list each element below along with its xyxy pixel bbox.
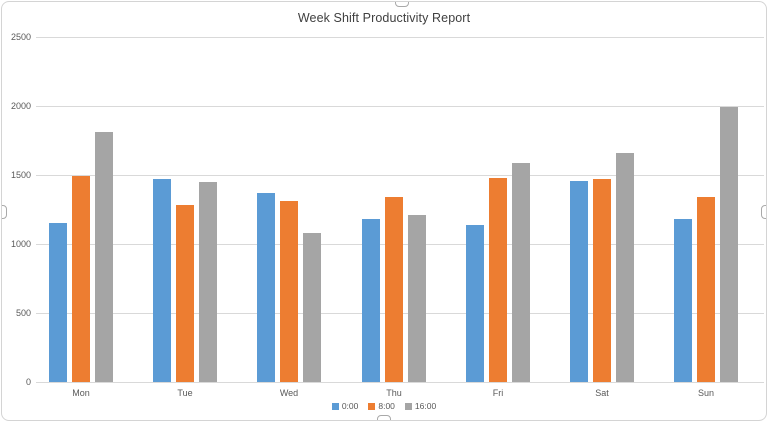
legend-marker-icon (368, 402, 376, 410)
bar-0:00-Sun[interactable] (674, 219, 692, 382)
bar-16:00-Sun[interactable] (720, 107, 738, 382)
bar-16:00-Wed[interactable] (303, 233, 321, 382)
bar-16:00-Sat[interactable] (616, 153, 634, 382)
bar-0:00-Wed[interactable] (257, 193, 275, 382)
legend-item-16:00[interactable]: 16:00 (404, 401, 437, 411)
bar-16:00-Mon[interactable] (95, 132, 113, 382)
legend-label: 16:00 (414, 401, 437, 411)
bar-8:00-Tue[interactable] (176, 205, 194, 382)
legend-marker-icon (404, 402, 412, 410)
y-axis-tick-label: 0 (25, 377, 31, 387)
bar-0:00-Thu[interactable] (362, 219, 380, 382)
bar-16:00-Fri[interactable] (512, 163, 530, 382)
x-axis-category-label: Wed (279, 388, 299, 398)
legend-label: 8:00 (378, 401, 395, 411)
y-axis-tick-label: 2500 (10, 32, 31, 42)
y-axis-tick-label: 500 (15, 308, 31, 318)
chart-title[interactable]: Week Shift Productivity Report (297, 11, 471, 25)
x-axis-category-label: Tue (177, 388, 193, 398)
gridline (36, 106, 764, 107)
bar-8:00-Fri[interactable] (489, 178, 507, 382)
bar-8:00-Mon[interactable] (72, 176, 90, 382)
resize-handle-left[interactable] (2, 205, 7, 219)
bar-0:00-Sat[interactable] (570, 181, 588, 382)
gridline (36, 175, 764, 176)
x-axis-category-label: Mon (72, 388, 90, 398)
bar-8:00-Sun[interactable] (697, 197, 715, 382)
gridline (36, 37, 764, 38)
chart-legend: 0:00 8:00 16:00 (2, 401, 766, 411)
x-axis-category-label: Thu (386, 388, 402, 398)
bar-16:00-Thu[interactable] (408, 215, 426, 382)
resize-handle-top[interactable] (395, 2, 409, 7)
legend-label: 0:00 (341, 401, 359, 411)
bar-0:00-Mon[interactable] (49, 223, 67, 382)
bar-0:00-Fri[interactable] (466, 225, 484, 382)
x-axis-category-label: Sat (595, 388, 609, 398)
x-axis-category-label: Fri (492, 388, 504, 398)
y-axis-tick-label: 1000 (10, 239, 31, 249)
resize-handle-bottom[interactable] (377, 415, 391, 420)
y-axis-tick-label: 2000 (10, 101, 31, 111)
y-axis-tick-label: 1500 (10, 170, 31, 180)
x-axis-line (36, 382, 764, 383)
bar-16:00-Tue[interactable] (199, 182, 217, 382)
bar-8:00-Sat[interactable] (593, 179, 611, 382)
bar-0:00-Tue[interactable] (153, 179, 171, 382)
bar-8:00-Wed[interactable] (280, 201, 298, 382)
legend-item-8:00[interactable]: 8:00 (368, 401, 395, 411)
x-axis-category-label: Sun (697, 388, 714, 398)
legend-item-0:00[interactable]: 0:00 (331, 401, 359, 411)
resize-handle-right[interactable] (761, 205, 766, 219)
legend-marker-icon (331, 402, 339, 410)
bar-8:00-Thu[interactable] (385, 197, 403, 382)
